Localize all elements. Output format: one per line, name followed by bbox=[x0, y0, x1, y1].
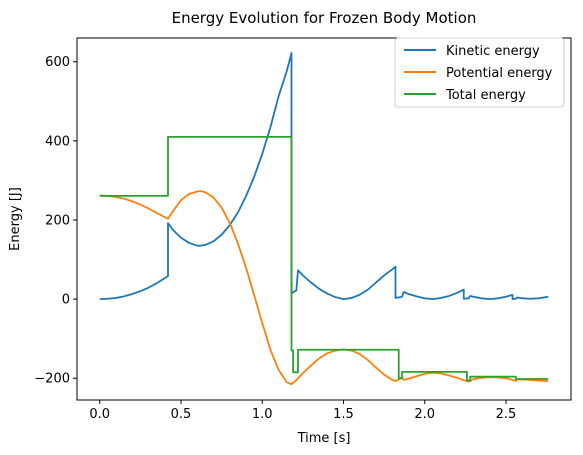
legend-label-total: Total energy bbox=[445, 88, 526, 103]
x-tick-label: 0.5 bbox=[171, 407, 192, 422]
legend: Kinetic energy Potential energy Total en… bbox=[394, 37, 565, 108]
y-axis-label: Energy [J] bbox=[8, 187, 23, 251]
x-tick-label: 1.0 bbox=[252, 407, 273, 422]
y-axis-ticks: −200 0 200 400 600 bbox=[34, 55, 77, 387]
x-axis-ticks: 0.0 0.5 1.0 1.5 2.0 2.5 bbox=[89, 400, 516, 422]
series-line-total-energy bbox=[99, 136, 549, 382]
plot-frame bbox=[76, 37, 572, 401]
legend-label-potential: Potential energy bbox=[446, 66, 553, 81]
y-tick-label: 200 bbox=[45, 213, 70, 228]
y-tick-label: 400 bbox=[45, 134, 70, 149]
series-line-kinetic-energy bbox=[99, 52, 549, 301]
y-tick-label: 600 bbox=[45, 55, 70, 70]
x-axis-label: Time [s] bbox=[297, 431, 351, 446]
x-tick-label: 0.0 bbox=[89, 407, 110, 422]
x-tick-label: 2.5 bbox=[496, 407, 517, 422]
chart-title: Energy Evolution for Frozen Body Motion bbox=[172, 9, 477, 27]
legend-label-kinetic: Kinetic energy bbox=[446, 44, 540, 59]
series-layer bbox=[99, 52, 549, 386]
x-tick-label: 1.5 bbox=[333, 407, 354, 422]
x-tick-label: 2.0 bbox=[414, 407, 435, 422]
legend-box bbox=[394, 37, 565, 108]
y-tick-label: 0 bbox=[62, 293, 70, 308]
y-tick-label: −200 bbox=[34, 372, 70, 387]
